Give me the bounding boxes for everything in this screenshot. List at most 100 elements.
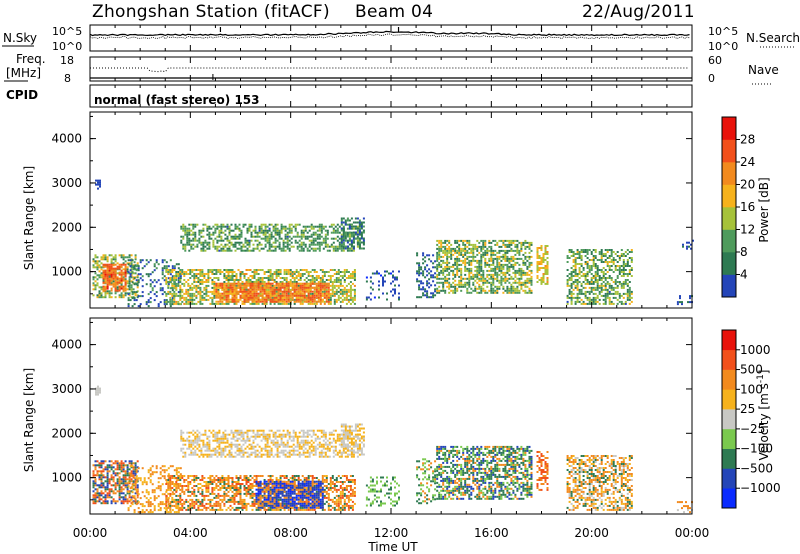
- scatter-cell: [526, 279, 529, 282]
- scatter-cell: [193, 279, 196, 281]
- scatter-cell: [508, 249, 511, 252]
- scatter-cell: [263, 296, 266, 299]
- scatter-cell: [594, 251, 597, 253]
- scatter-cell: [322, 225, 325, 228]
- scatter-cell: [576, 263, 579, 265]
- scatter-cell: [233, 300, 236, 303]
- scatter-cell: [147, 299, 150, 302]
- scatter-cell: [514, 291, 517, 294]
- scatter-cell: [153, 495, 156, 498]
- scatter-cell: [596, 273, 599, 275]
- scatter-cell: [223, 281, 226, 283]
- scatter-cell: [436, 281, 439, 284]
- scatter-cell: [241, 294, 244, 297]
- scatter-cell: [98, 266, 101, 269]
- scatter-cell: [192, 231, 195, 234]
- scatter-cell: [169, 292, 172, 295]
- scatter-cell: [354, 231, 357, 234]
- scatter-cell: [536, 249, 539, 251]
- scatter-cell: [203, 281, 206, 283]
- scatter-cell: [468, 291, 471, 294]
- scatter-cell: [97, 187, 99, 190]
- scatter-cell: [300, 247, 303, 250]
- scatter-cell: [337, 290, 340, 293]
- scatter-cell: [309, 286, 312, 289]
- scatter-cell: [540, 263, 543, 265]
- scatter-cell: [628, 290, 631, 293]
- scatter-cell: [598, 286, 601, 289]
- scatter-cell: [97, 179, 99, 182]
- scatter-cell: [462, 243, 465, 246]
- scatter-cell: [120, 296, 123, 299]
- scatter-cell: [345, 290, 348, 293]
- scatter-cell: [199, 288, 202, 291]
- scatter-cell: [528, 263, 531, 266]
- scatter-cell: [338, 245, 341, 248]
- scatter-cell: [350, 243, 353, 246]
- scatter-cell: [321, 275, 324, 277]
- scatter-cell: [173, 290, 176, 293]
- scatter-cell: [610, 269, 613, 271]
- scatter-cell: [274, 227, 277, 230]
- scatter-cell: [266, 249, 269, 252]
- scatter-cell: [594, 302, 597, 305]
- scatter-cell: [273, 281, 276, 283]
- scatter-cell: [436, 253, 439, 256]
- scatter-cell: [267, 288, 270, 291]
- scatter-cell: [293, 294, 296, 297]
- scatter-cell: [262, 233, 265, 236]
- scatter-cell: [333, 286, 336, 289]
- scatter-cell: [277, 269, 280, 271]
- scatter-cell: [251, 281, 254, 283]
- scatter-cell: [139, 479, 142, 482]
- scatter-cell: [222, 225, 225, 228]
- scatter-cell: [200, 249, 203, 252]
- scatter-cell: [106, 486, 109, 489]
- scatter-cell: [313, 286, 316, 289]
- scatter-cell: [520, 267, 523, 270]
- scatter-cell: [458, 247, 461, 250]
- scatter-cell: [186, 241, 189, 244]
- scatter-cell: [231, 279, 234, 281]
- scatter-cell: [689, 295, 691, 298]
- scatter-cell: [498, 261, 501, 264]
- scatter-cell: [114, 275, 117, 278]
- scatter-cell: [622, 255, 625, 257]
- scatter-cell: [197, 286, 200, 289]
- scatter-cell: [318, 227, 321, 230]
- scatter-cell: [128, 482, 131, 485]
- scatter-cell: [614, 296, 617, 299]
- scatter-cell: [104, 277, 107, 280]
- scatter-cell: [207, 279, 210, 281]
- scatter-cell: [522, 289, 525, 292]
- scatter-cell: [494, 291, 497, 294]
- scatter-cell: [319, 290, 322, 293]
- scatter-cell: [610, 277, 613, 279]
- scatter-cell: [536, 275, 539, 277]
- scatter-cell: [681, 303, 683, 306]
- scatter-cell: [204, 223, 207, 226]
- scatter-cell: [624, 302, 627, 305]
- scatter-cell: [576, 300, 579, 303]
- scatter-cell: [161, 271, 164, 274]
- scatter-cell: [622, 267, 625, 269]
- scatter-cell: [124, 478, 127, 481]
- scatter-cell: [211, 279, 214, 281]
- scatter-cell: [96, 474, 99, 477]
- scatter-cell: [161, 259, 164, 262]
- scatter-cell: [128, 478, 131, 481]
- scatter-cell: [217, 277, 220, 279]
- scatter-cell: [299, 277, 302, 279]
- scatter-cell: [116, 265, 119, 268]
- scatter-cell: [538, 255, 541, 257]
- scatter-cell: [192, 237, 195, 240]
- scatter-cell: [327, 292, 330, 295]
- scatter-cell: [126, 272, 129, 275]
- scatter-cell: [630, 292, 633, 295]
- scatter-cell: [460, 271, 463, 274]
- scatter-cell: [518, 271, 521, 274]
- scatter-cell: [203, 273, 206, 275]
- scatter-cell: [598, 253, 601, 255]
- scatter-cell: [294, 241, 297, 244]
- scatter-cell: [512, 277, 515, 280]
